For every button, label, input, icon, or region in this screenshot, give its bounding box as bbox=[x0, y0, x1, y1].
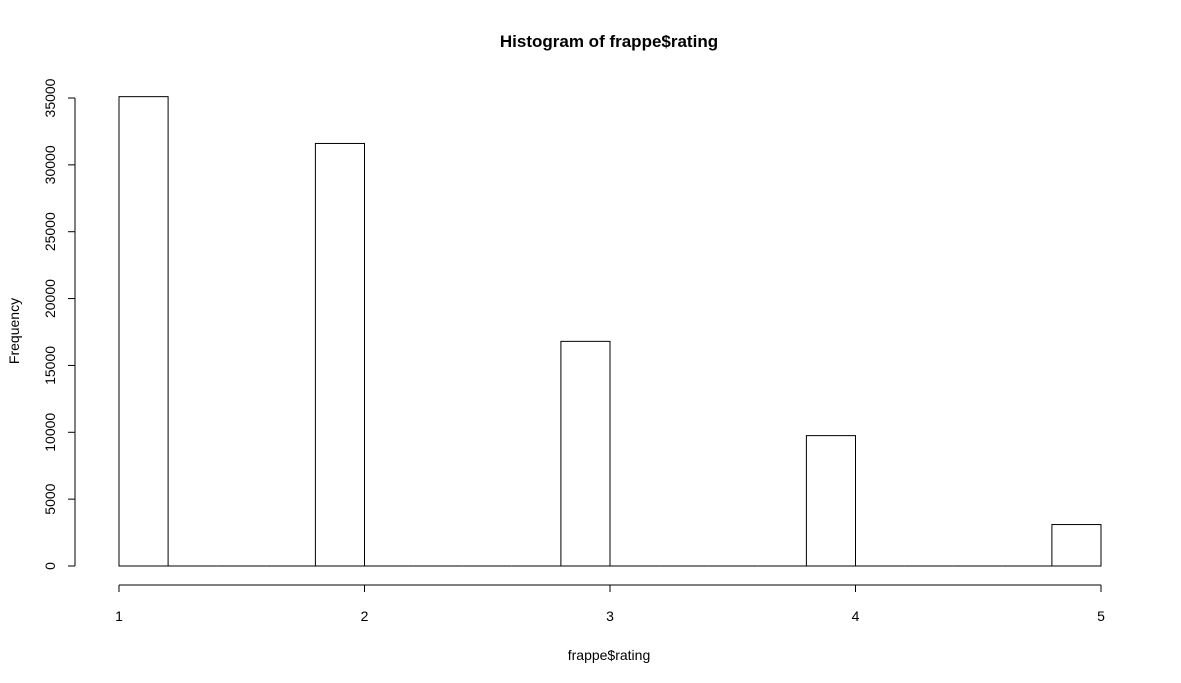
x-tick-label: 5 bbox=[1097, 608, 1105, 624]
chart-title: Histogram of frappe$rating bbox=[500, 32, 718, 51]
bars-layer bbox=[118, 96, 1102, 567]
x-tick-label: 2 bbox=[361, 608, 369, 624]
y-tick-label: 0 bbox=[42, 562, 58, 570]
histogram-bar bbox=[118, 96, 169, 567]
x-axis: 1 2 3 4 5 bbox=[115, 584, 1105, 624]
y-tick-label: 30000 bbox=[42, 145, 58, 184]
histogram-bar bbox=[560, 340, 611, 567]
y-tick-label: 15000 bbox=[42, 346, 58, 385]
x-axis-label: frappe$rating bbox=[568, 647, 651, 663]
histogram-bar bbox=[805, 435, 857, 567]
y-axis: 0 5000 10000 15000 20000 25000 30000 35000 bbox=[42, 78, 76, 570]
y-tick-label: 20000 bbox=[42, 279, 58, 318]
y-axis-label: Frequency bbox=[6, 298, 22, 364]
y-tick-label: 25000 bbox=[42, 212, 58, 251]
x-tick-label: 3 bbox=[606, 608, 614, 624]
histogram-bar bbox=[314, 142, 365, 567]
y-tick-label: 35000 bbox=[42, 78, 58, 117]
histogram-bar bbox=[1051, 524, 1102, 567]
y-tick-label: 10000 bbox=[42, 413, 58, 452]
x-tick-label: 1 bbox=[115, 608, 123, 624]
x-tick-label: 4 bbox=[852, 608, 860, 624]
y-tick-label: 5000 bbox=[42, 483, 58, 514]
